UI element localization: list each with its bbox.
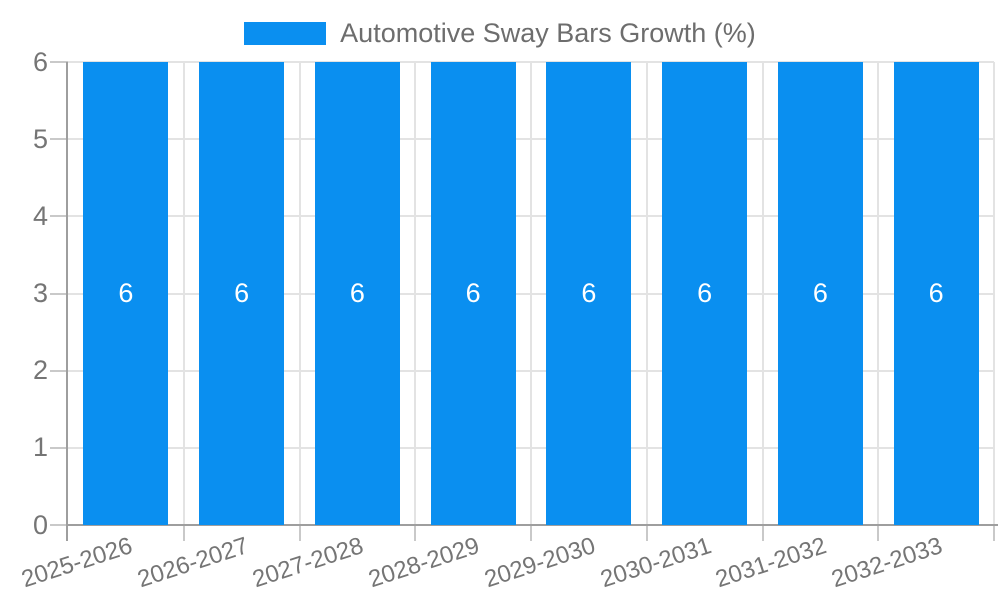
bar[interactable] — [83, 62, 169, 525]
bar-value-label: 6 — [581, 277, 597, 308]
gridline-vertical — [877, 62, 880, 525]
y-axis-tick — [50, 138, 68, 141]
x-axis-tick — [530, 525, 532, 541]
gridline-vertical — [530, 62, 532, 525]
gridline-vertical — [182, 62, 185, 525]
bar[interactable] — [314, 62, 400, 525]
chart-title: Automotive Sway Bars Growth (%) — [340, 18, 756, 48]
gridline-vertical — [761, 62, 764, 525]
y-axis-tick-label: 1 — [32, 432, 48, 463]
bar-value-label: 6 — [812, 277, 828, 308]
y-axis-tick-label: 3 — [32, 278, 48, 308]
bar[interactable] — [893, 62, 979, 525]
y-axis-tick-label: 5 — [32, 123, 48, 154]
y-axis-line — [66, 62, 68, 541]
x-axis-tick — [645, 525, 648, 541]
y-axis-tick — [50, 369, 68, 372]
gridline-vertical — [298, 62, 301, 525]
y-axis-tick — [50, 215, 68, 218]
bar[interactable] — [430, 62, 516, 525]
x-axis-tick — [761, 525, 764, 541]
bar[interactable] — [777, 62, 863, 525]
y-axis-tick-label: 6 — [32, 46, 48, 77]
legend-swatch — [244, 22, 327, 45]
y-axis-tick-label: 0 — [32, 509, 48, 540]
x-axis-tick — [182, 525, 185, 541]
gridline-vertical — [414, 62, 417, 525]
y-axis-tick — [50, 524, 68, 526]
x-axis-line — [66, 524, 998, 526]
bar-value-label: 6 — [349, 277, 365, 308]
bar-value-label: 6 — [118, 277, 134, 308]
x-axis-tick — [298, 525, 301, 541]
y-axis-tick — [50, 292, 68, 295]
x-axis-tick — [993, 525, 995, 541]
bar[interactable] — [662, 62, 748, 525]
bar[interactable] — [199, 62, 285, 525]
bar-value-label: 6 — [465, 277, 481, 308]
bar-value-label: 6 — [928, 277, 944, 308]
x-axis-tick — [877, 525, 880, 541]
y-axis-tick-label: 2 — [32, 355, 48, 386]
bar-value-label: 6 — [234, 277, 250, 308]
y-axis-tick-label: 4 — [32, 200, 48, 231]
chart-legend[interactable]: Automotive Sway Bars Growth (%) — [0, 20, 1000, 47]
y-axis-tick — [50, 446, 68, 449]
x-axis-tick — [414, 525, 417, 541]
gridline-vertical — [993, 62, 995, 525]
y-axis-tick — [50, 61, 68, 63]
bar-value-label: 6 — [697, 277, 713, 308]
gridline-vertical — [645, 62, 648, 525]
bar[interactable] — [546, 62, 632, 525]
